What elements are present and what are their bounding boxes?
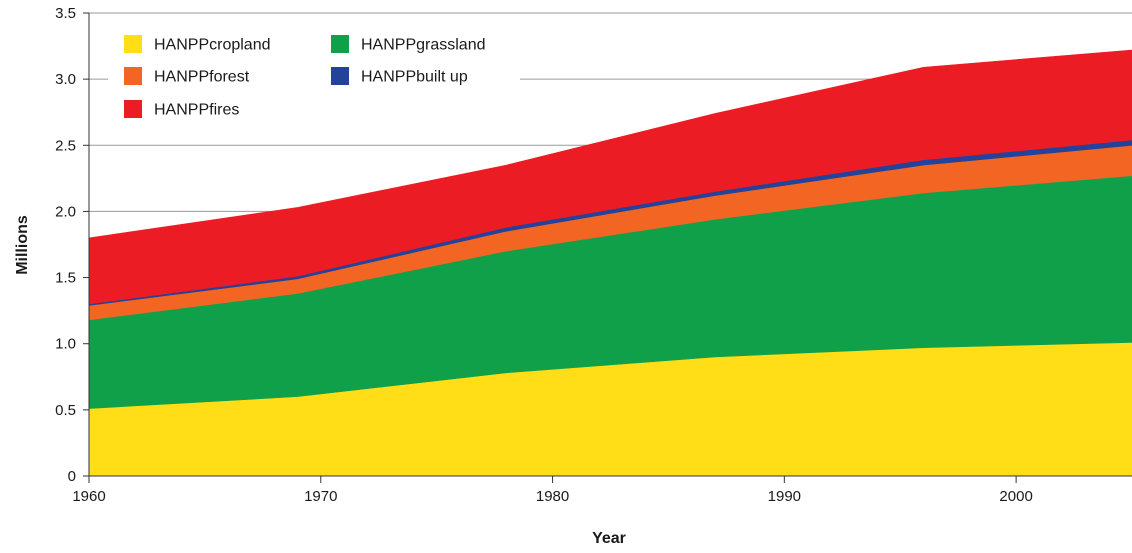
- x-tick-label: 1990: [768, 488, 801, 505]
- x-tick-label: 2000: [999, 488, 1032, 505]
- y-tick-label: 2.5: [55, 137, 76, 154]
- legend-swatch-hanppbuilt-up: [331, 67, 349, 85]
- legend-label-hanppforest: HANPPforest: [154, 69, 250, 86]
- y-tick-label: 3.0: [55, 71, 76, 88]
- legend-swatch-hanppforest: [124, 67, 142, 85]
- area-hanppfires: [88, 49, 1132, 305]
- y-tick-label: 1.5: [55, 270, 76, 287]
- y-tick-label: 1.0: [55, 336, 76, 353]
- y-tick-label: 0: [68, 468, 76, 485]
- legend: HANPPcropland HANPPgrassland HANPPforest HA…: [108, 22, 520, 130]
- legend-swatch-hanppcropland: [124, 35, 142, 53]
- y-tick-label: 3.5: [55, 5, 76, 22]
- legend-background: [108, 22, 520, 130]
- legend-label-hanppcropland: HANPPcropland: [154, 37, 271, 54]
- legend-swatch-hanppfires: [124, 100, 142, 118]
- x-tick-label: 1970: [304, 488, 337, 505]
- axes: 0 0.5 1.0 1.5 2.0 2.5 3.0 3.5 1960 1970 1980 1990 20…: [55, 5, 1132, 505]
- legend-label-hanppgrassland: HANPPgrassland: [361, 37, 486, 54]
- x-axis-title: Year: [592, 530, 626, 547]
- x-tick-label: 1980: [536, 488, 569, 505]
- y-axis-title: Millions: [14, 215, 31, 275]
- y-tick-label: 0.5: [55, 402, 76, 419]
- x-tick-label: 1960: [72, 488, 105, 505]
- legend-label-hanppfires: HANPPfires: [154, 102, 239, 119]
- y-tick-label: 2.0: [55, 203, 76, 220]
- legend-swatch-hanppgrassland: [331, 35, 349, 53]
- legend-label-hanppbuilt-up: HANPPbuilt up: [361, 69, 468, 86]
- area-series: [88, 49, 1132, 477]
